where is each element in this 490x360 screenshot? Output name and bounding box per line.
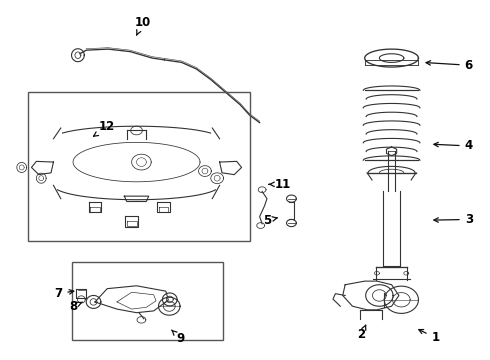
Text: 5: 5: [263, 214, 277, 227]
Text: 8: 8: [69, 300, 82, 313]
Bar: [72, 262, 223, 339]
Text: 4: 4: [434, 139, 473, 152]
Text: 10: 10: [134, 17, 150, 35]
Text: 7: 7: [54, 287, 74, 300]
Text: 3: 3: [434, 213, 473, 226]
Text: 12: 12: [94, 121, 115, 136]
Text: 11: 11: [270, 178, 291, 191]
Text: 9: 9: [172, 330, 185, 345]
Bar: [27, 92, 250, 241]
Text: 1: 1: [419, 329, 440, 344]
Text: 6: 6: [426, 59, 473, 72]
Text: 2: 2: [357, 325, 366, 341]
